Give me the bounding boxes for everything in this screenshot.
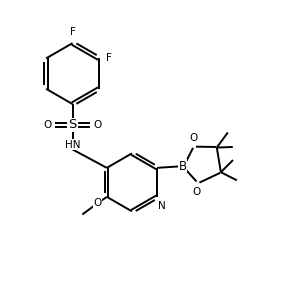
Text: O: O xyxy=(192,187,201,197)
Text: HN: HN xyxy=(65,140,80,150)
Text: N: N xyxy=(158,201,166,211)
Text: O: O xyxy=(44,120,52,130)
Text: F: F xyxy=(70,27,75,37)
Text: O: O xyxy=(189,133,198,143)
Text: S: S xyxy=(68,118,77,131)
Text: O: O xyxy=(93,198,101,208)
Text: F: F xyxy=(106,53,112,63)
Text: O: O xyxy=(93,120,101,130)
Text: B: B xyxy=(179,160,187,173)
